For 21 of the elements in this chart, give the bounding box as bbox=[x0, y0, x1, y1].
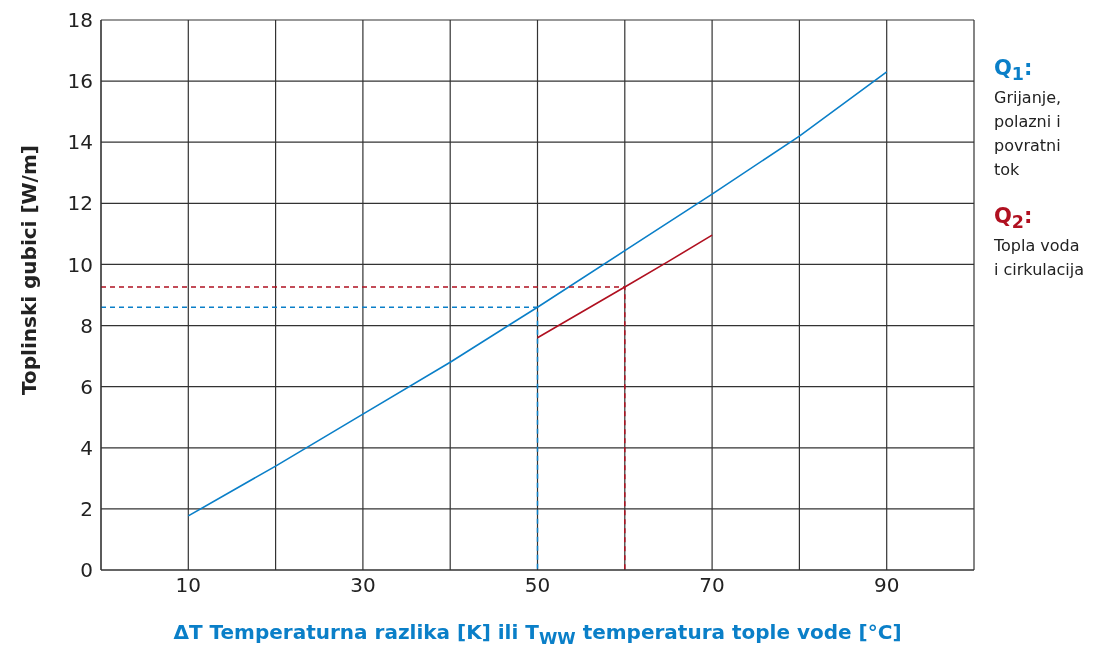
x-tick-label: 10 bbox=[175, 573, 202, 598]
x-tick-label: 50 bbox=[524, 573, 551, 598]
y-axis-title: Toplinski gubici [W/m] bbox=[17, 145, 42, 395]
y-tick-label: 14 bbox=[67, 130, 93, 155]
x-tick-label: 70 bbox=[699, 573, 725, 598]
y-tick-label: 2 bbox=[80, 496, 93, 521]
y-tick-label: 8 bbox=[80, 313, 93, 338]
text: Q$_{1}$: bbox=[994, 56, 1034, 87]
y-tick-label: 12 bbox=[67, 191, 93, 216]
text: Q$_{2}$: bbox=[994, 204, 1034, 235]
y-tick-label: 18 bbox=[67, 8, 93, 33]
x-axis-title: ΔT Temperaturna razlika [K] ili T$_{WW}$ temperatura tople vode [°C] bbox=[172, 620, 903, 648]
text: Grijanje, polazni i povratni tok bbox=[994, 87, 1063, 182]
y-tick-label: 10 bbox=[67, 252, 93, 277]
text: Topla voda i cirkulacija bbox=[994, 235, 1085, 282]
y-tick-label: 16 bbox=[67, 69, 93, 94]
x-tick-label: 90 bbox=[873, 573, 900, 598]
y-tick-label: 6 bbox=[80, 374, 93, 399]
y-tick-label: 0 bbox=[80, 558, 93, 583]
y-tick-label: 4 bbox=[80, 435, 93, 460]
x-tick-label: 30 bbox=[350, 573, 376, 598]
